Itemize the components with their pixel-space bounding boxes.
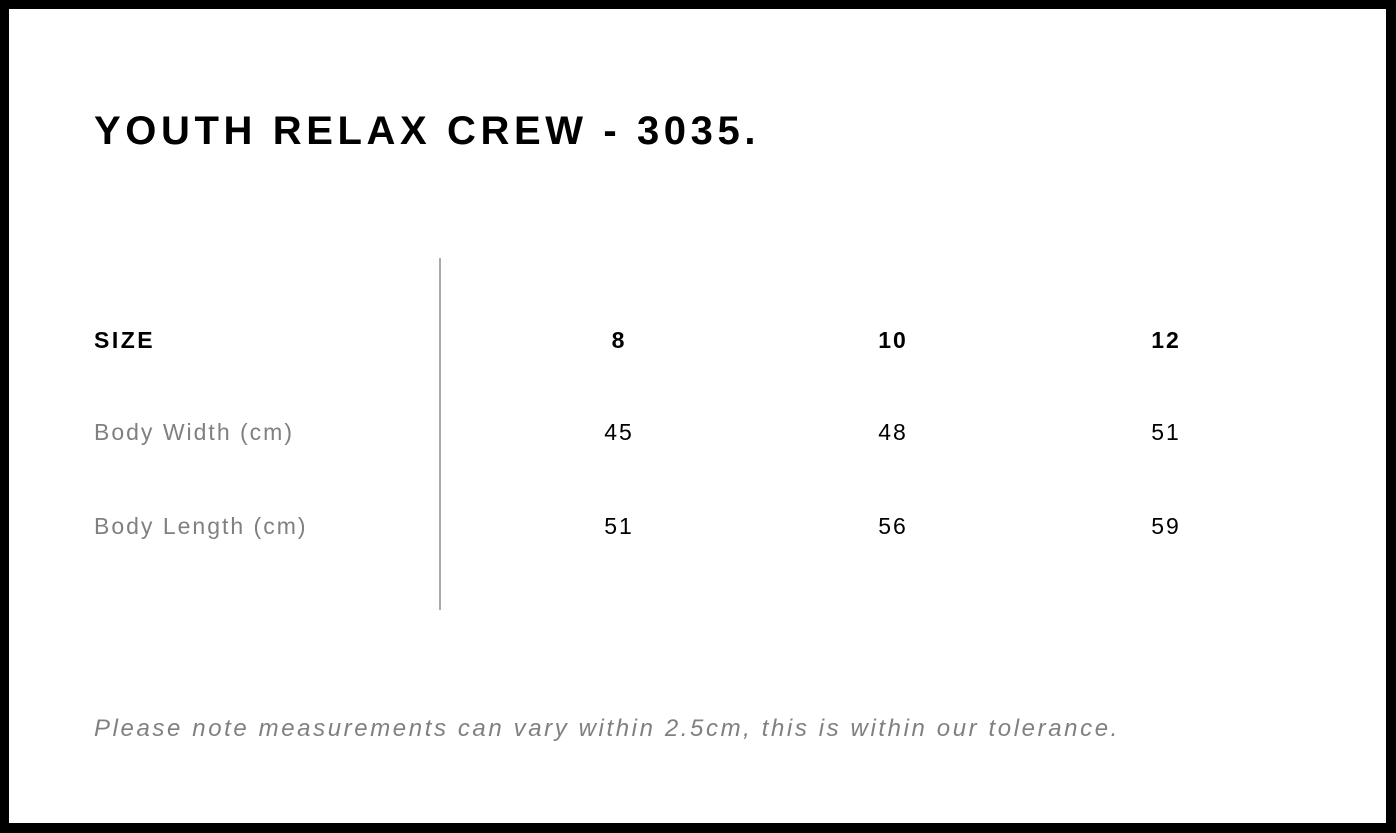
table-cell: 48 [878, 419, 908, 445]
column-divider [439, 258, 441, 610]
size-header-value: 12 [1151, 327, 1181, 353]
row-label-body-length: Body Length (cm) [94, 513, 308, 539]
table-cell: 51 [604, 513, 634, 539]
tolerance-note: Please note measurements can vary within… [94, 715, 1120, 742]
table-cell: 51 [1151, 419, 1181, 445]
table-cell: 45 [604, 419, 634, 445]
size-header-label: SIZE [94, 327, 156, 353]
row-label-body-width: Body Width (cm) [94, 419, 294, 445]
size-chart-card: YOUTH RELAX CREW - 3035. SIZE 8 10 12 Bo… [9, 9, 1386, 823]
size-header-value: 10 [878, 327, 908, 353]
page-title: YOUTH RELAX CREW - 3035. [94, 109, 761, 153]
table-cell: 59 [1151, 513, 1181, 539]
table-cell: 56 [878, 513, 908, 539]
size-header-value: 8 [611, 327, 627, 353]
